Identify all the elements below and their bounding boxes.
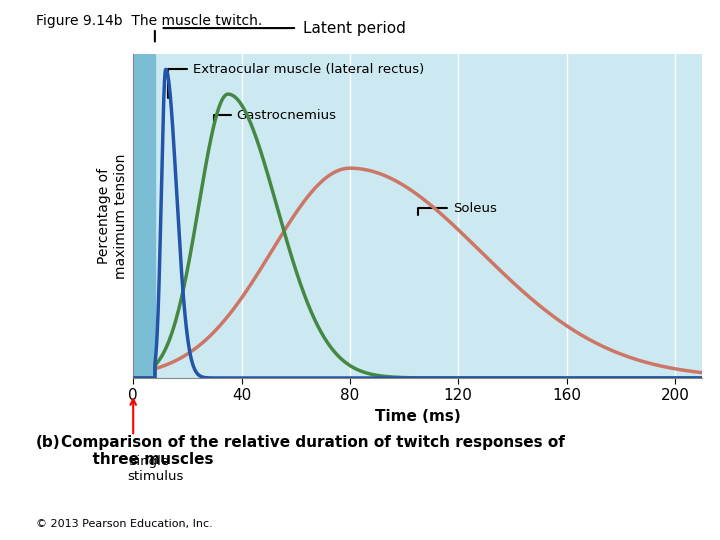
Text: Comparison of the relative duration of twitch responses of
      three muscles: Comparison of the relative duration of t… xyxy=(61,435,565,467)
Y-axis label: Percentage of
maximum tension: Percentage of maximum tension xyxy=(97,153,127,279)
Bar xyxy=(133,54,155,378)
X-axis label: Time (ms): Time (ms) xyxy=(374,409,461,424)
Text: Figure 9.14b  The muscle twitch.: Figure 9.14b The muscle twitch. xyxy=(36,14,262,28)
Text: Soleus: Soleus xyxy=(418,202,497,215)
Text: Latent period: Latent period xyxy=(302,21,405,36)
Text: Single
stimulus: Single stimulus xyxy=(127,455,184,483)
Text: Extraocular muscle (lateral rectus): Extraocular muscle (lateral rectus) xyxy=(168,63,424,98)
Text: © 2013 Pearson Education, Inc.: © 2013 Pearson Education, Inc. xyxy=(36,519,212,529)
Text: Gastrocnemius: Gastrocnemius xyxy=(215,109,336,122)
Text: (b): (b) xyxy=(36,435,60,450)
